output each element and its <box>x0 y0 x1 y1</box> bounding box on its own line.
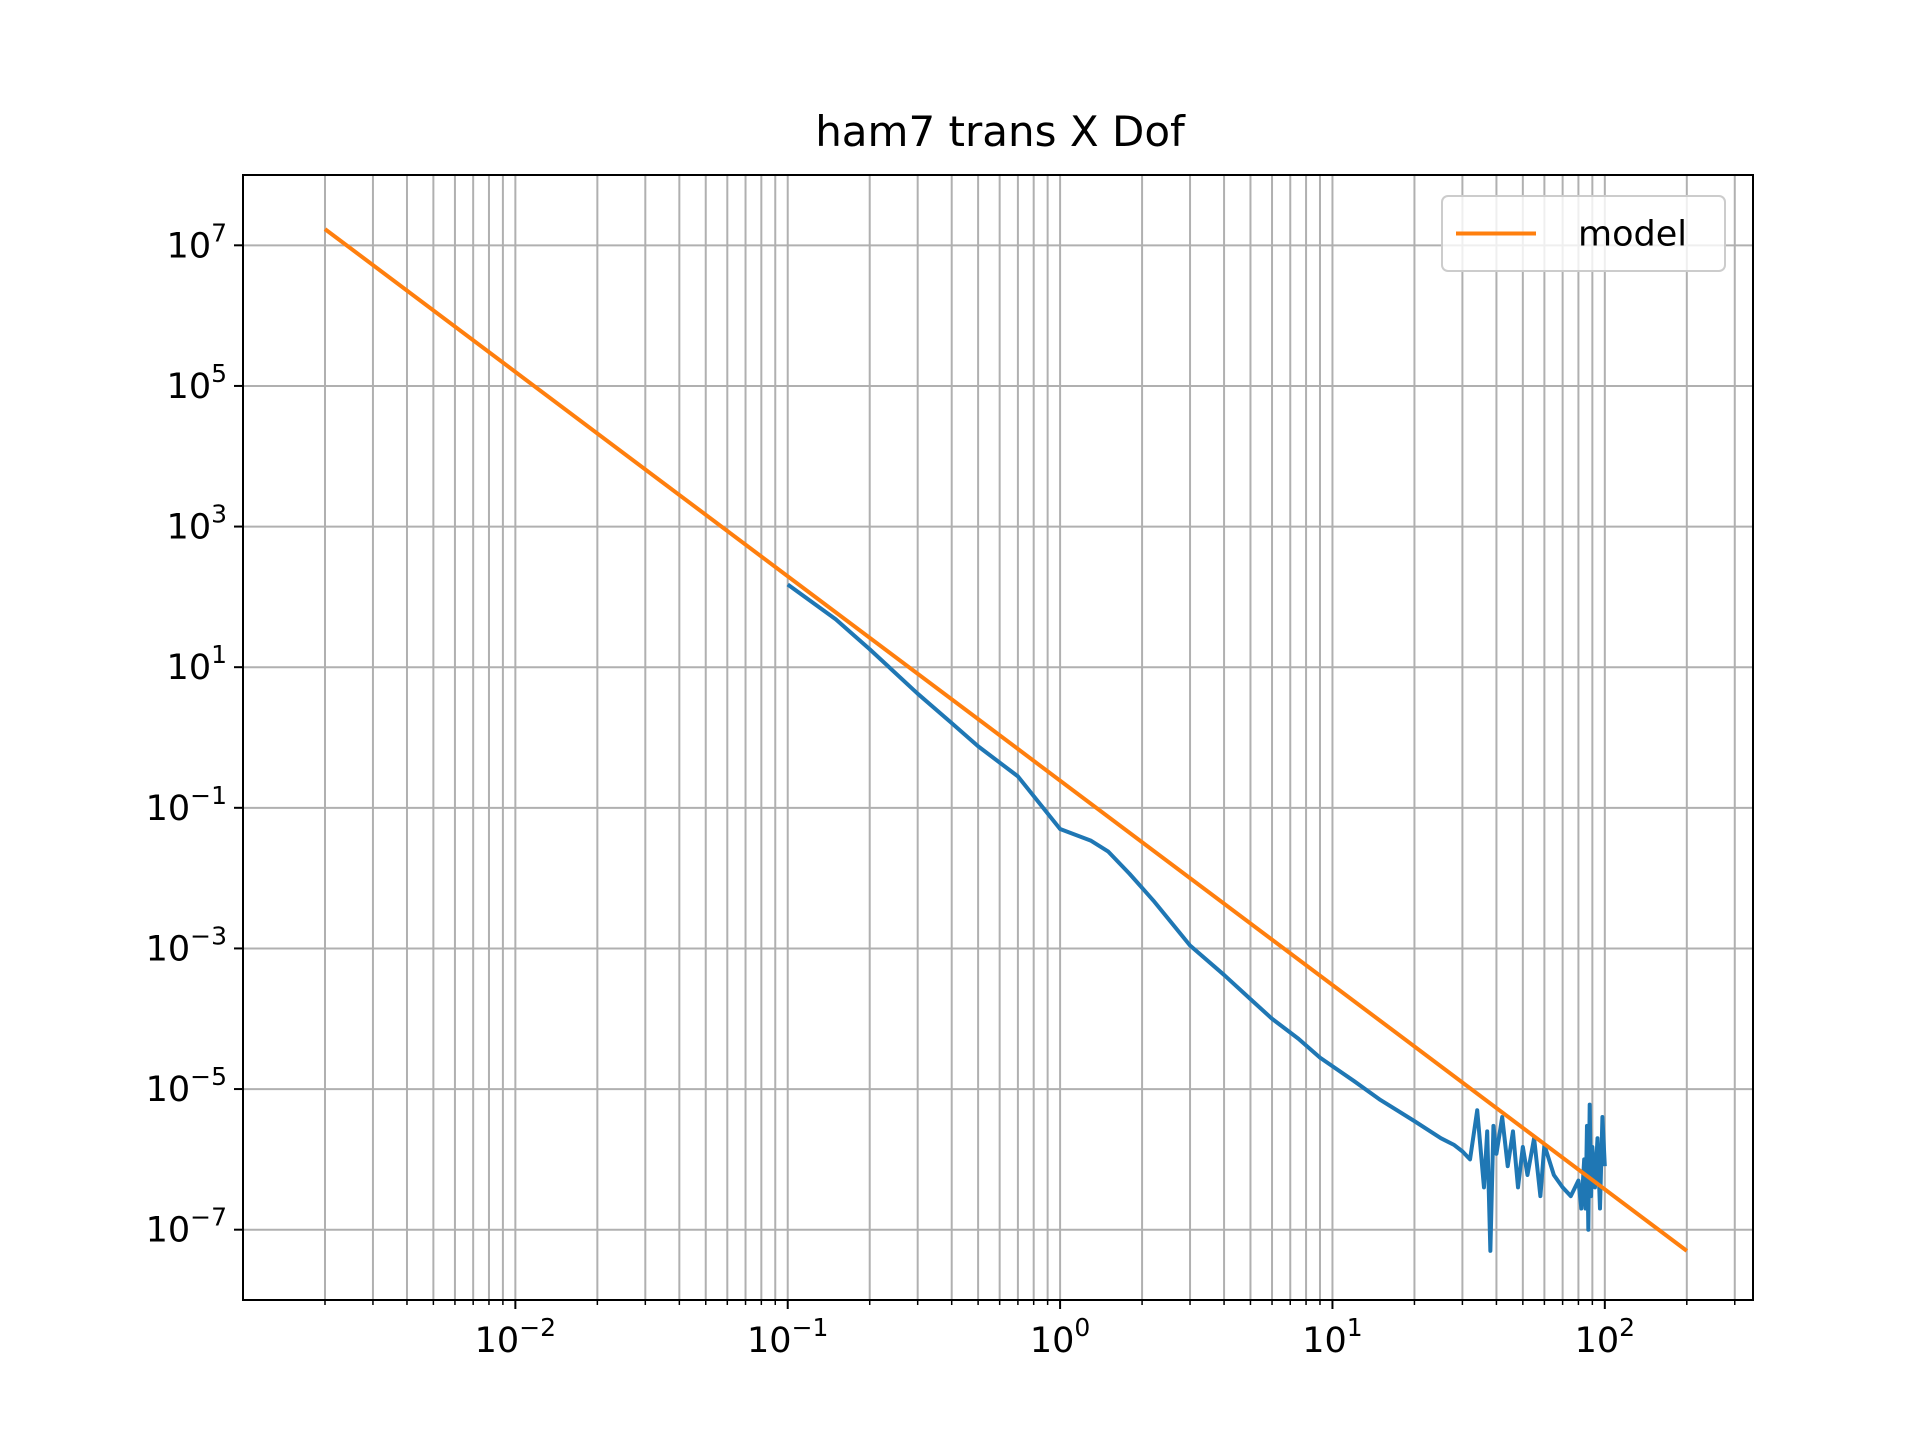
chart-title: ham7 trans X Dof <box>815 107 1186 156</box>
legend: model <box>1441 195 1726 272</box>
y-axis: 107 105 103 101 10−1 10−3 10−5 10−7 <box>146 218 243 1251</box>
y-tick-label: 10−5 <box>146 1062 227 1110</box>
y-tick-label: 105 <box>167 359 227 407</box>
series-line-data <box>786 582 1607 1253</box>
y-tick-label: 10−3 <box>146 921 227 969</box>
y-tick-label: 107 <box>167 218 227 266</box>
y-tick-label: 10−1 <box>146 781 227 829</box>
y-tick-label: 103 <box>167 500 227 548</box>
x-tick-label: 10−2 <box>475 1313 556 1361</box>
legend-label-model: model <box>1578 215 1687 255</box>
x-tick-label: 101 <box>1302 1313 1362 1361</box>
y-tick-label: 10−7 <box>146 1203 227 1251</box>
x-tick-label: 10−1 <box>747 1313 828 1361</box>
series-line-model <box>323 227 1689 1253</box>
x-axis: 10−2 10−1 100 101 102 <box>324 1300 1736 1361</box>
legend-box <box>1441 195 1726 272</box>
plot-area <box>323 227 1689 1253</box>
y-tick-label: 101 <box>167 640 227 688</box>
x-tick-label: 102 <box>1575 1313 1635 1361</box>
plot-frame <box>242 174 1754 1301</box>
x-tick-label: 100 <box>1030 1313 1090 1361</box>
